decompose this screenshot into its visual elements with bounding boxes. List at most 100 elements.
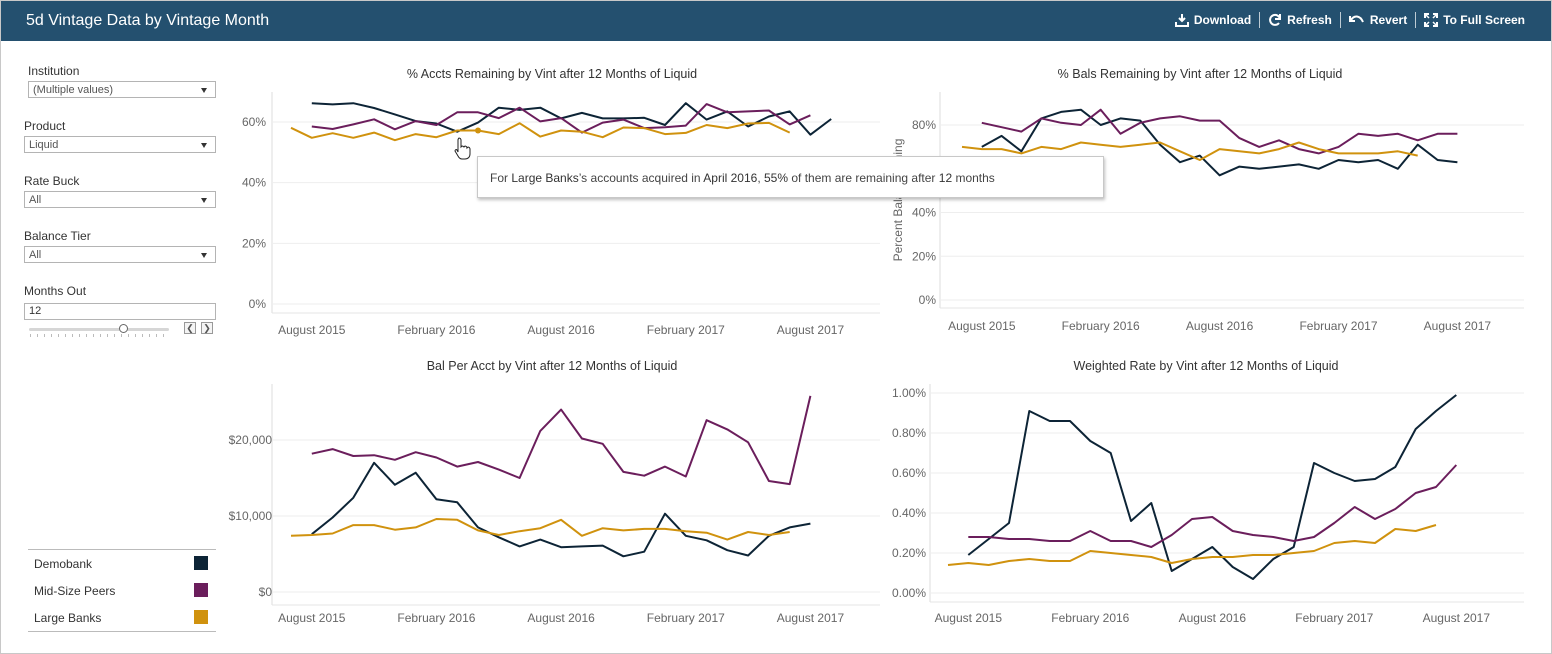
months-out-filter: Months Out ❮ ❯: [24, 284, 216, 344]
y-tick-label: 0.40%: [892, 506, 926, 520]
tooltip-text: For: [490, 171, 512, 185]
y-tick-label: 20%: [242, 236, 266, 250]
full-screen-label: To Full Screen: [1443, 13, 1525, 27]
x-tick-label: August 2016: [1186, 319, 1254, 333]
series-line-demobank[interactable]: [311, 461, 811, 558]
y-tick-label: $0: [259, 585, 273, 599]
x-tick-label: August 2015: [278, 323, 346, 337]
months-out-slider-handle[interactable]: [118, 324, 128, 333]
product-filter: Product Liquid: [24, 119, 216, 153]
x-tick-label: February 2017: [647, 323, 725, 337]
chevron-down-icon: [201, 253, 207, 258]
legend-item-mid-size-peers[interactable]: Mid-Size Peers: [28, 577, 216, 604]
accts-remaining-chart[interactable]: 0% 20% 40% 60% August 2015 February 2016 Augus…: [230, 88, 900, 354]
refresh-icon: [1269, 13, 1282, 26]
series-line-large-banks[interactable]: [961, 141, 1418, 161]
series-line-large-banks[interactable]: [947, 524, 1437, 566]
x-tick-label: August 2017: [777, 611, 845, 625]
x-tick-label: February 2016: [1062, 319, 1140, 333]
toolbar-divider: [1415, 12, 1417, 28]
download-button[interactable]: Download: [1167, 13, 1259, 27]
toolbar-divider: [1259, 12, 1261, 28]
revert-icon: [1348, 15, 1364, 23]
series-line-demobank[interactable]: [981, 108, 1458, 177]
y-tick-label: 0%: [919, 293, 937, 307]
legend-item-large-banks[interactable]: Large Banks: [28, 604, 216, 631]
bal-per-acct-chart[interactable]: $0 $10,000 $20,000 August 2015 February 2016…: [229, 380, 900, 642]
x-tick-label: February 2016: [397, 323, 475, 337]
series-line-mid-size-peers[interactable]: [311, 103, 811, 134]
step-forward-button[interactable]: ❯: [201, 322, 213, 334]
months-out-slider-track[interactable]: [29, 328, 169, 331]
chevron-down-icon: [201, 88, 207, 93]
series-line-large-banks[interactable]: [290, 121, 791, 142]
series-line-demobank[interactable]: [311, 102, 832, 136]
full-screen-button[interactable]: To Full Screen: [1416, 13, 1533, 27]
series-line-mid-size-peers[interactable]: [968, 464, 1458, 548]
rate-buck-label: Rate Buck: [24, 174, 80, 188]
legend-label: Mid-Size Peers: [34, 584, 116, 598]
series-line-mid-size-peers[interactable]: [311, 395, 812, 486]
header-bar: 5d Vintage Data by Vintage Month Downloa…: [1, 1, 1551, 41]
y-tick-label: 40%: [912, 206, 936, 220]
y-tick-label: 0.00%: [892, 586, 926, 600]
legend-swatch: [194, 610, 208, 624]
y-tick-label: 40%: [242, 176, 266, 190]
dashboard-title: 5d Vintage Data by Vintage Month: [26, 12, 270, 29]
y-tick-label: $10,000: [229, 509, 273, 523]
refresh-button[interactable]: Refresh: [1260, 13, 1340, 27]
y-tick-label: 80%: [912, 118, 936, 132]
tooltip-month: April 2016: [703, 171, 758, 185]
rate-buck-filter: Rate Buck All: [24, 174, 216, 208]
revert-button[interactable]: Revert: [1341, 13, 1415, 27]
rate-buck-value: All: [29, 194, 42, 206]
tooltip-institution: Large Banks: [511, 171, 579, 185]
x-tick-label: February 2017: [1295, 611, 1373, 625]
series-line-large-banks[interactable]: [290, 518, 790, 541]
download-icon: [1174, 14, 1189, 27]
tooltip-months: 12: [938, 171, 953, 185]
y-tick-label: 0.60%: [892, 466, 926, 480]
chart-title-bal-per-acct: Bal Per Acct by Vint after 12 Months of …: [426, 359, 678, 373]
series-line-mid-size-peers[interactable]: [981, 108, 1458, 155]
legend-label: Large Banks: [34, 611, 102, 625]
weighted-rate-chart[interactable]: 0.00% 0.20% 0.40% 0.60% 0.80% 1.00% August 201…: [880, 380, 1544, 642]
legend-swatch: [194, 556, 208, 570]
x-tick-label: August 2016: [527, 323, 595, 337]
x-tick-label: August 2015: [935, 611, 1003, 625]
balance-tier-label: Balance Tier: [24, 229, 91, 243]
legend: Demobank Mid-Size Peers Large Banks: [28, 549, 216, 632]
toolbar: Download Refresh Revert To Full Screen: [1167, 12, 1533, 28]
highlighted-point[interactable]: [475, 127, 481, 134]
chevron-down-icon: [201, 198, 207, 203]
x-tick-label: February 2016: [1051, 611, 1129, 625]
chevron-down-icon: [201, 143, 207, 148]
series-line-demobank[interactable]: [967, 394, 1457, 580]
legend-item-demobank[interactable]: Demobank: [28, 550, 216, 577]
institution-dropdown[interactable]: (Multiple values): [28, 81, 216, 98]
y-tick-label: 20%: [912, 249, 936, 263]
revert-label: Revert: [1369, 13, 1408, 27]
legend-label: Demobank: [34, 557, 93, 571]
product-dropdown[interactable]: Liquid: [24, 136, 216, 153]
balance-tier-value: All: [29, 249, 42, 261]
step-back-button[interactable]: ❮: [184, 322, 196, 334]
chart-title-accts: % Accts Remaining by Vint after 12 Month…: [406, 67, 698, 81]
y-tick-label: 0.80%: [892, 426, 926, 440]
institution-value: (Multiple values): [33, 84, 114, 96]
hand-cursor-icon: [454, 137, 471, 160]
toolbar-divider: [1339, 12, 1341, 28]
rate-buck-dropdown[interactable]: All: [24, 191, 216, 208]
y-tick-label: 1.00%: [892, 386, 926, 400]
tooltip-text: ’s accounts acquired in: [578, 171, 704, 185]
months-out-input[interactable]: [24, 302, 216, 320]
download-label: Download: [1193, 13, 1252, 27]
y-tick-label: 0%: [249, 297, 267, 311]
bals-remaining-chart[interactable]: 0% 20% 40% 80% August 2015 February 2016 Augus…: [880, 88, 1544, 350]
tooltip-percent: 55%: [763, 171, 789, 185]
tooltip-text: of them are remaining after: [788, 171, 939, 185]
slider-ticks: [30, 334, 170, 337]
chart-title-weighted-rate: Weighted Rate by Vint after 12 Months of…: [1073, 359, 1339, 373]
balance-tier-dropdown[interactable]: All: [24, 246, 216, 263]
y-tick-label: 0.20%: [892, 546, 926, 560]
